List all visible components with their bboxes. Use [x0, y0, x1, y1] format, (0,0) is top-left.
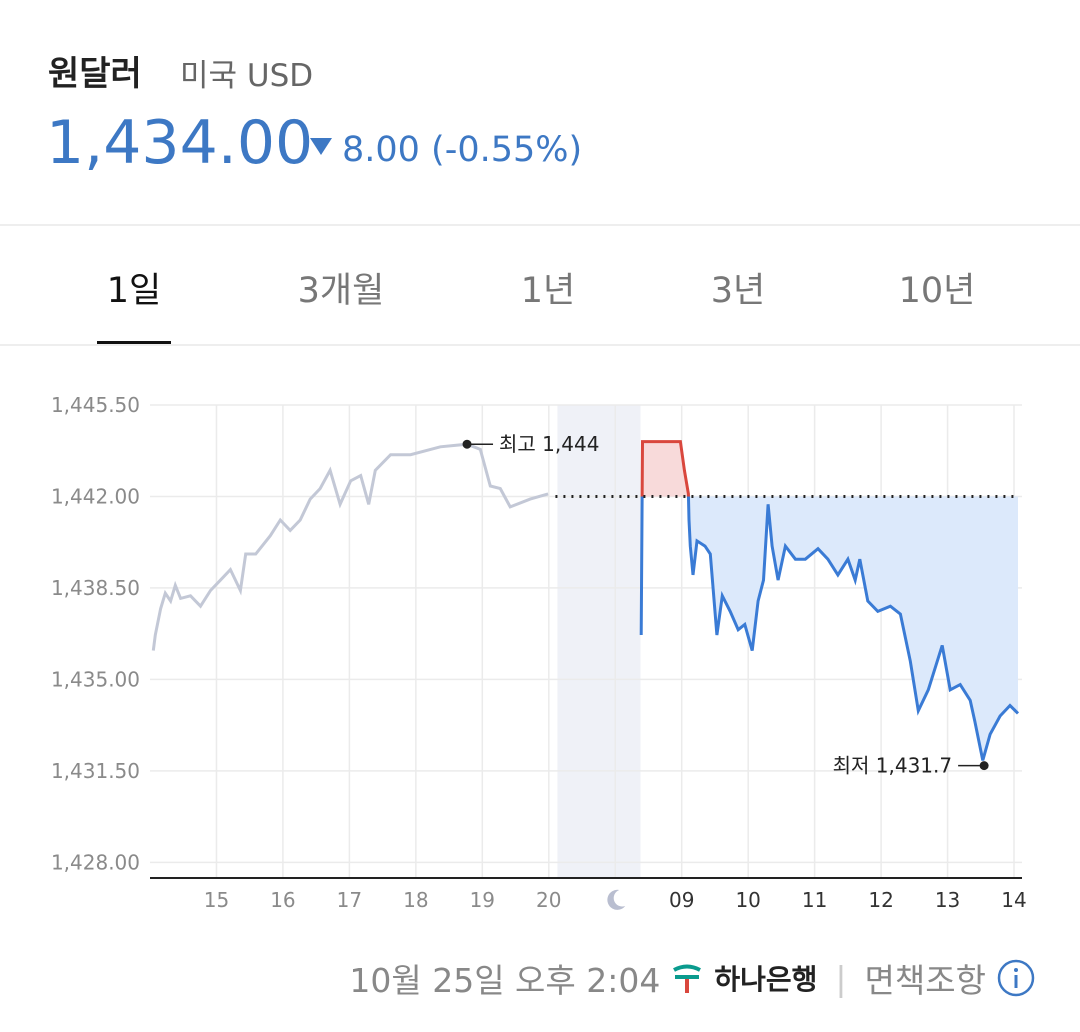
x-tick-label: 15: [204, 888, 229, 912]
bank-logo: [673, 964, 702, 993]
tab[interactable]: 3년: [710, 271, 766, 311]
tab[interactable]: 10년: [898, 271, 976, 311]
annotation-label: 최고 1,444: [499, 432, 599, 456]
tab[interactable]: 1년: [520, 271, 576, 311]
annotation-dot: [979, 761, 989, 771]
annotation-label: 최저 1,431.7: [833, 754, 953, 778]
divider: [0, 224, 1080, 226]
y-tick-label: 1,438.50: [51, 576, 140, 600]
x-tick-label: 12: [868, 888, 893, 912]
y-tick-label: 1,445.50: [51, 393, 140, 417]
down-arrow: [310, 138, 332, 155]
x-tick-label: 18: [403, 888, 428, 912]
price: 1,434.00: [46, 108, 314, 178]
night-band: [557, 405, 641, 878]
night-icon: [607, 889, 626, 910]
x-tick-label: 10: [735, 888, 760, 912]
tab[interactable]: 1일: [106, 271, 162, 311]
x-tick-label: 11: [802, 888, 827, 912]
info-icon[interactable]: [996, 958, 1036, 998]
tab[interactable]: 3개월: [297, 271, 385, 311]
y-tick-label: 1,431.50: [51, 759, 140, 783]
timestamp: 10월 25일 오후 2:04: [349, 961, 661, 1000]
y-tick-label: 1,435.00: [51, 667, 140, 691]
change: 8.00 (-0.55%): [342, 130, 583, 170]
y-tick-label: 1,442.00: [51, 484, 140, 508]
title: 원달러: [48, 54, 142, 94]
x-tick-label: 20: [536, 888, 561, 912]
tab-underline: [97, 341, 171, 344]
annotation-dot: [462, 439, 472, 449]
x-tick-label: 19: [470, 888, 495, 912]
x-tick-label: 09: [669, 888, 694, 912]
disclaimer[interactable]: 면책조항: [864, 961, 986, 1000]
line: [151, 442, 549, 651]
area: [641, 441, 1019, 497]
area: [641, 496, 1019, 761]
y-tick-label: 1,428.00: [51, 850, 140, 874]
separator: |: [835, 958, 847, 998]
bank-name: 하나은행: [714, 963, 818, 996]
line: [639, 496, 1020, 761]
subtitle: 미국 USD: [180, 58, 314, 94]
x-tick-label: 14: [1001, 888, 1026, 912]
x-tick-label: 17: [337, 888, 362, 912]
x-tick-label: 13: [935, 888, 960, 912]
divider: [0, 344, 1080, 346]
x-tick-label: 16: [270, 888, 295, 912]
footer: 10월 25일 오후 2:04 하나은행 | 면책조항: [349, 954, 1036, 1002]
